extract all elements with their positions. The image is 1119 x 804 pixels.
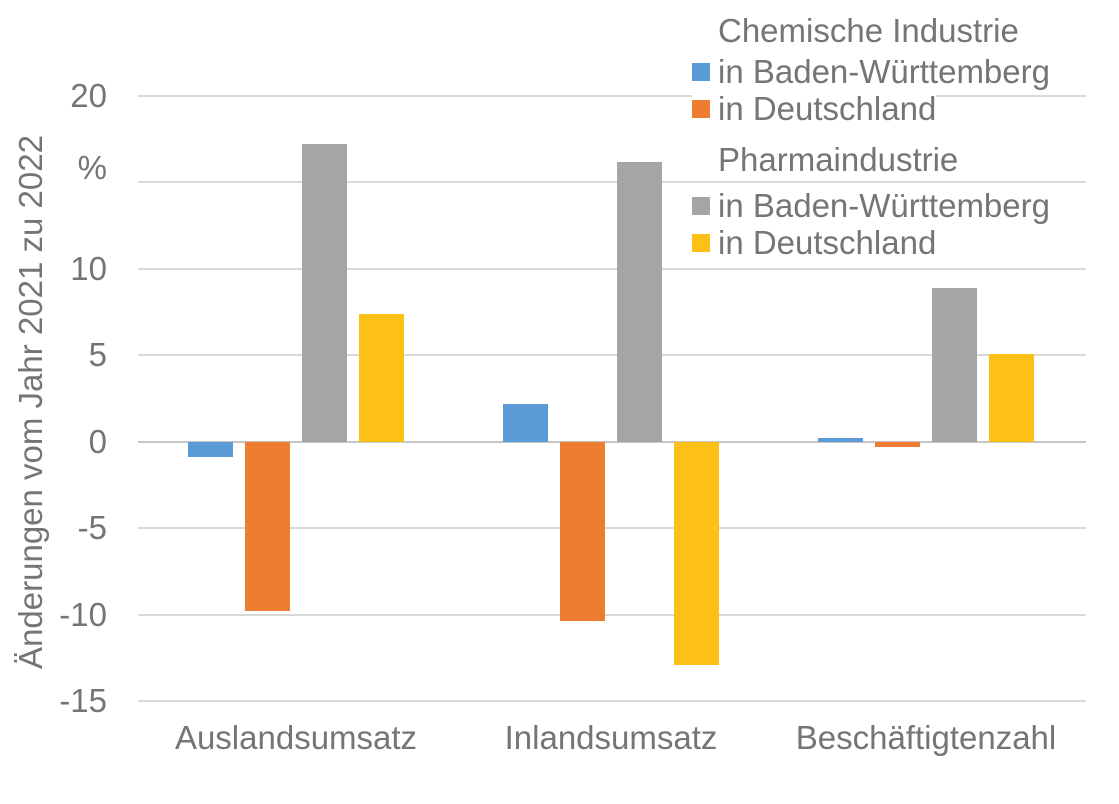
gridline--15 (138, 700, 1086, 702)
bar-pharma-de-beschaeftigtenzahl (989, 353, 1034, 442)
legend-item-label: in Baden-Württemberg (718, 187, 1050, 224)
x-label-inlandsumsatz: Inlandsumsatz (504, 719, 718, 756)
legend-group-header-chemische-industrie: Chemische Industrie (718, 13, 1019, 49)
y-tick--10: -10 (59, 595, 107, 633)
bar-pharma-de-inlandsumsatz (674, 441, 719, 665)
y-tick-0: 0 (88, 422, 107, 460)
gridline-15 (138, 181, 1086, 184)
gridline-10 (138, 267, 1086, 270)
legend-swatch-icon (692, 234, 710, 252)
legend-item-label: in Baden-Württemberg (718, 53, 1050, 90)
legend-swatch-icon (692, 197, 710, 215)
y-tick-5: 5 (88, 336, 107, 374)
legend-item-in-baden-wuerttemberg: in Baden-Württemberg (692, 54, 1050, 90)
x-label-auslandsumsatz: Auslandsumsatz (174, 719, 418, 756)
bar-pharma-bw-auslandsumsatz (302, 144, 347, 442)
bar-pharma-bw-beschaeftigtenzahl (932, 287, 977, 442)
y-tick--15: -15 (59, 682, 107, 719)
bar-chemie-bw-auslandsumsatz (188, 441, 233, 458)
gridline-20 (138, 95, 1086, 97)
bar-chemie-de-inlandsumsatz (560, 441, 605, 622)
bar-chemie-de-auslandsumsatz (245, 441, 290, 612)
y-tick-20: 20 (70, 77, 107, 114)
legend-header-label: Chemische Industrie (718, 12, 1019, 49)
legend-group-header-pharmaindustrie: Pharmaindustrie (718, 141, 959, 178)
legend-item-in-baden-wuerttemberg: in Baden-Württemberg (692, 188, 1050, 224)
legend-swatch-icon (692, 100, 710, 118)
legend-item-in-deutschland: in Deutschland (692, 224, 937, 261)
gridline-5 (138, 354, 1086, 357)
y-tick-percent: % (77, 149, 107, 187)
bar-chemie-de-beschaeftigtenzahl (875, 441, 920, 447)
gridline--10 (138, 613, 1086, 616)
y-tick--5: -5 (77, 509, 107, 547)
bar-pharma-de-auslandsumsatz (359, 313, 404, 442)
legend-item-in-deutschland: in Deutschland (692, 90, 937, 127)
legend-header-label: Pharmaindustrie (718, 141, 959, 178)
y-tick-10: 10 (70, 249, 107, 287)
bar-pharma-bw-inlandsumsatz (617, 161, 662, 442)
legend-item-label: in Deutschland (718, 224, 937, 261)
legend-swatch-icon (692, 63, 710, 81)
x-label-beschaeftigtenzahl: Beschäftigtenzahl (795, 719, 1057, 756)
bar-chemie-bw-inlandsumsatz (503, 403, 548, 442)
gridline--5 (138, 527, 1086, 530)
zero-gridline (138, 440, 1086, 443)
legend-item-label: in Deutschland (718, 90, 937, 127)
bar-chemie-bw-beschaeftigtenzahl (818, 438, 863, 442)
